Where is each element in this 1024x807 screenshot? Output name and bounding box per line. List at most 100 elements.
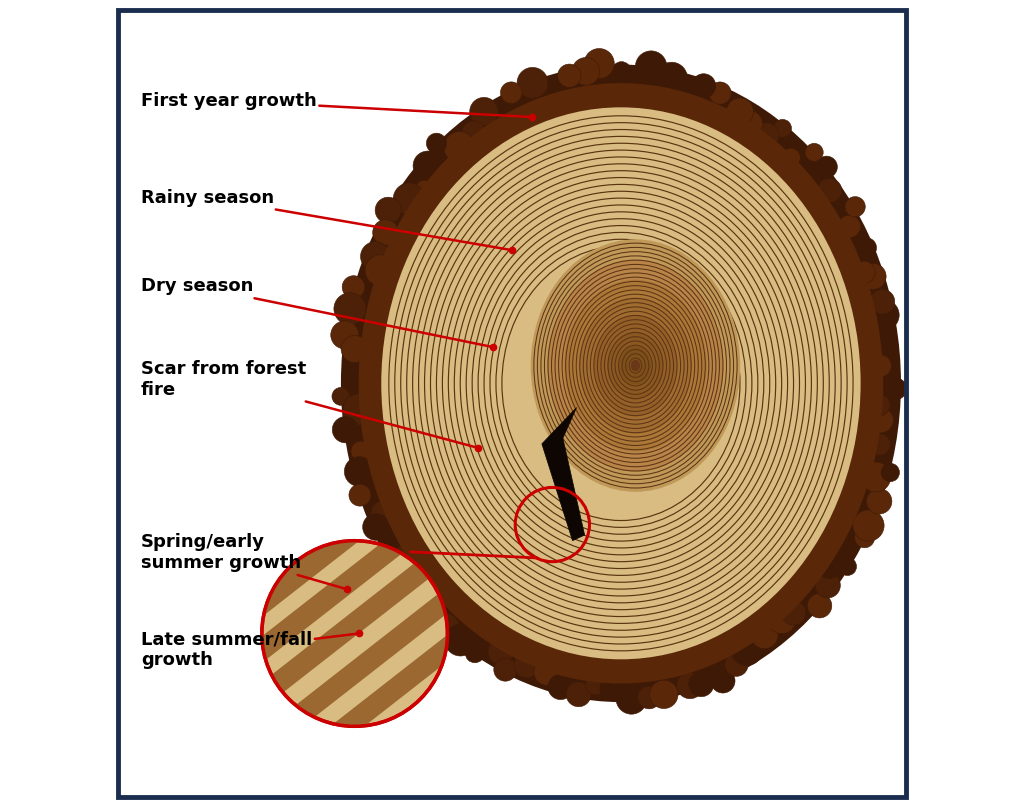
Text: Rainy season: Rainy season: [140, 189, 512, 250]
Circle shape: [725, 653, 748, 676]
Circle shape: [868, 433, 890, 455]
Circle shape: [566, 682, 591, 707]
Circle shape: [584, 48, 614, 79]
Circle shape: [349, 484, 371, 506]
Circle shape: [691, 73, 716, 98]
Circle shape: [465, 644, 484, 663]
Ellipse shape: [548, 260, 724, 471]
Circle shape: [416, 180, 433, 199]
Circle shape: [649, 680, 678, 709]
Circle shape: [413, 151, 442, 181]
Circle shape: [360, 241, 390, 271]
Circle shape: [635, 51, 667, 82]
Circle shape: [344, 457, 374, 487]
Circle shape: [711, 669, 735, 693]
Circle shape: [885, 378, 906, 399]
Circle shape: [501, 82, 522, 103]
Circle shape: [805, 144, 823, 161]
Circle shape: [855, 528, 874, 548]
Circle shape: [781, 600, 806, 625]
Polygon shape: [206, 524, 541, 792]
Circle shape: [351, 441, 371, 461]
Circle shape: [881, 463, 899, 482]
Ellipse shape: [381, 107, 860, 659]
Circle shape: [868, 395, 890, 416]
Ellipse shape: [594, 315, 677, 416]
Circle shape: [333, 416, 358, 443]
Circle shape: [343, 394, 374, 425]
Circle shape: [860, 264, 886, 290]
Circle shape: [612, 61, 631, 81]
Circle shape: [548, 675, 573, 700]
Text: Scar from forest
fire: Scar from forest fire: [140, 360, 478, 448]
Circle shape: [346, 364, 365, 383]
Circle shape: [341, 336, 368, 362]
Circle shape: [586, 675, 605, 695]
Ellipse shape: [341, 65, 901, 702]
Circle shape: [709, 82, 731, 104]
Circle shape: [397, 575, 426, 604]
Circle shape: [534, 659, 560, 685]
Circle shape: [514, 653, 540, 678]
Circle shape: [393, 545, 420, 571]
Circle shape: [853, 261, 876, 283]
Circle shape: [362, 513, 389, 541]
Circle shape: [869, 326, 891, 348]
Circle shape: [331, 321, 358, 349]
Circle shape: [616, 684, 647, 714]
Circle shape: [443, 132, 475, 163]
Circle shape: [689, 671, 714, 696]
Polygon shape: [542, 408, 585, 541]
Polygon shape: [160, 465, 495, 733]
Circle shape: [815, 573, 841, 598]
Ellipse shape: [607, 332, 664, 399]
Circle shape: [816, 156, 838, 178]
Circle shape: [817, 178, 842, 203]
Text: Dry season: Dry season: [140, 278, 493, 347]
Circle shape: [262, 541, 447, 726]
Circle shape: [424, 604, 445, 626]
Circle shape: [773, 119, 792, 137]
Ellipse shape: [579, 298, 692, 433]
Circle shape: [839, 558, 856, 575]
Circle shape: [393, 183, 425, 215]
Ellipse shape: [631, 360, 640, 371]
Circle shape: [538, 82, 557, 102]
Circle shape: [444, 625, 476, 656]
Polygon shape: [229, 554, 564, 807]
Circle shape: [462, 121, 485, 144]
Circle shape: [868, 299, 899, 331]
Circle shape: [600, 677, 624, 700]
Circle shape: [381, 530, 409, 558]
Circle shape: [366, 255, 396, 286]
Circle shape: [870, 289, 895, 314]
Circle shape: [488, 639, 514, 664]
Circle shape: [621, 67, 644, 91]
Ellipse shape: [530, 240, 740, 491]
Ellipse shape: [620, 347, 651, 384]
Circle shape: [817, 554, 842, 579]
Circle shape: [866, 488, 892, 514]
Circle shape: [426, 133, 446, 153]
Polygon shape: [252, 582, 587, 807]
Circle shape: [807, 593, 831, 618]
Circle shape: [373, 220, 398, 245]
Ellipse shape: [358, 83, 884, 684]
Circle shape: [768, 606, 796, 633]
Circle shape: [781, 148, 801, 167]
Circle shape: [655, 62, 687, 94]
Circle shape: [731, 634, 763, 666]
Circle shape: [838, 215, 860, 238]
Circle shape: [868, 408, 893, 433]
Circle shape: [638, 686, 660, 709]
Circle shape: [332, 387, 350, 405]
Circle shape: [430, 613, 460, 642]
Circle shape: [677, 672, 703, 699]
Circle shape: [736, 111, 763, 136]
Circle shape: [754, 123, 779, 148]
Circle shape: [751, 621, 778, 649]
Circle shape: [483, 106, 507, 130]
Circle shape: [375, 197, 401, 224]
Ellipse shape: [564, 280, 707, 451]
Circle shape: [853, 510, 884, 541]
